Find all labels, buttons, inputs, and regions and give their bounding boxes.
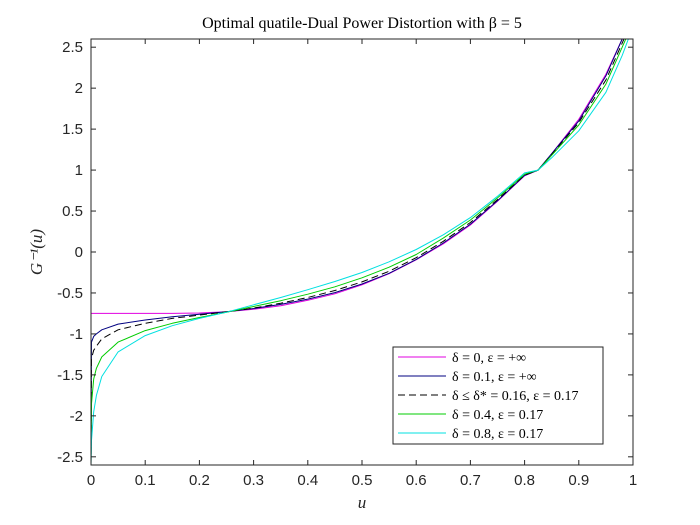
x-tick-label: 0.6 [406,472,427,489]
x-tick-label: 0.9 [568,472,589,489]
y-axis-label: G⁻¹(u) [27,229,46,276]
x-tick-label: 0.7 [460,472,481,489]
x-tick-label: 0.1 [135,472,156,489]
series-line-4 [91,39,627,465]
x-axis: 0 0.1 0.2 0.3 0.4 0.5 0.6 0.7 0.8 0.9 1 [87,39,637,489]
y-tick-label: 1 [75,162,83,179]
legend-label-2: δ = 0.1, ε = +∞ [452,370,537,385]
x-tick-label: 0.4 [297,472,318,489]
y-tick-label: -2.5 [57,449,83,466]
y-tick-label: 1.5 [62,121,83,138]
y-tick-label: 0 [75,244,83,261]
legend-label-3: δ ≤ δ* = 0.16, ε = 0.17 [452,389,579,404]
x-tick-label: 0.3 [243,472,264,489]
y-tick-label: 0.5 [62,203,83,220]
y-tick-label: -1.5 [57,367,83,384]
legend-label-1: δ = 0, ε = +∞ [452,351,526,366]
legend-label-5: δ = 0.8, ε = 0.17 [452,427,543,442]
series-layer [91,39,629,465]
x-tick-label: 0.5 [352,472,373,489]
x-tick-label: 0.8 [514,472,535,489]
y-tick-label: 2.5 [62,39,83,56]
y-tick-label: -0.5 [57,285,83,302]
series-line-5 [91,39,629,465]
x-tick-label: 0.2 [189,472,210,489]
chart-title: Optimal quatile-Dual Power Distortion wi… [202,15,522,32]
y-tick-label: -1 [70,326,83,343]
y-tick-label: 2 [75,80,83,97]
legend: δ = 0, ε = +∞ δ = 0.1, ε = +∞ δ ≤ δ* = 0.1… [392,346,604,445]
x-tick-label: 1 [629,472,637,489]
legend-label-4: δ = 0.4, ε = 0.17 [452,408,543,423]
y-axis: -2.5 -2 -1.5 -1 -0.5 0 0.5 1 1.5 2 2.5 [57,39,633,466]
x-tick-label: 0 [87,472,95,489]
x-axis-label: u [358,493,367,512]
y-tick-label: -2 [70,408,83,425]
legend-box [392,346,604,445]
